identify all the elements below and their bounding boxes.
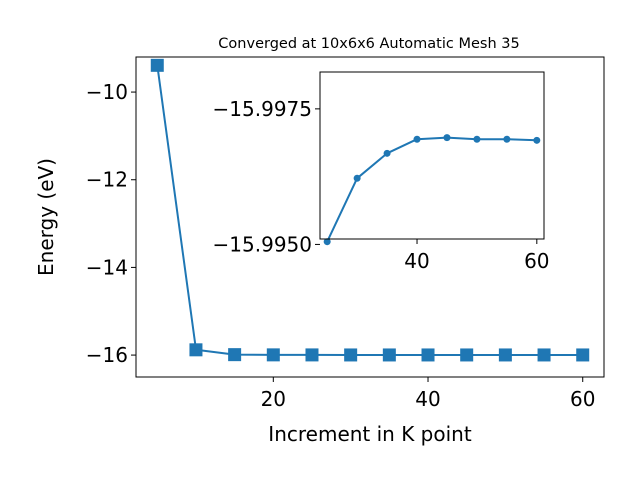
- main-data-point: [421, 348, 435, 362]
- main-data-point: [498, 348, 512, 362]
- main-series: [150, 58, 590, 362]
- inset-data-point: [443, 134, 451, 142]
- inset-plot: 40 60 −15.9975 −15.9950: [213, 71, 550, 273]
- main-data-point: [460, 348, 474, 362]
- inset-y-ticks: −15.9975 −15.9950: [213, 97, 320, 256]
- inset-x-tick-label: 40: [404, 249, 429, 273]
- main-plot: 20 40 60 −16 −14 −12 −10: [86, 56, 605, 411]
- inset-x-tick-label: 60: [524, 249, 549, 273]
- main-plot-frame: [135, 56, 605, 378]
- main-data-point: [228, 348, 242, 362]
- inset-data-point: [413, 135, 421, 143]
- y-axis-label: Energy (eV): [34, 158, 58, 276]
- inset-y-tick-label: −15.9950: [213, 232, 312, 256]
- main-data-point: [189, 343, 203, 357]
- inset-data-point: [533, 136, 541, 144]
- main-y-ticks: −16 −14 −12 −10: [86, 80, 136, 367]
- main-y-tick-label: −14: [86, 255, 128, 279]
- main-x-tick-label: 60: [570, 387, 595, 411]
- inset-frame: [319, 71, 545, 240]
- main-data-point: [266, 348, 280, 362]
- main-y-tick-label: −10: [86, 80, 128, 104]
- main-data-point: [537, 348, 551, 362]
- inset-background: [320, 72, 544, 239]
- main-data-point: [576, 348, 590, 362]
- main-x-tick-label: 20: [261, 387, 286, 411]
- main-x-ticks: 20 40 60: [261, 377, 595, 411]
- main-data-point: [382, 348, 396, 362]
- main-data-point: [150, 58, 164, 72]
- inset-series-line: [326, 136, 537, 243]
- inset-series: [323, 134, 541, 246]
- inset-data-point: [383, 149, 391, 157]
- inset-data-point: [473, 135, 481, 143]
- main-y-tick-label: −16: [86, 343, 128, 367]
- inset-y-tick-label: −15.9975: [213, 97, 312, 121]
- inset-data-point: [323, 238, 331, 246]
- main-y-tick-label: −12: [86, 168, 128, 192]
- main-data-point: [344, 348, 358, 362]
- main-data-point: [305, 348, 319, 362]
- x-axis-label: Increment in K point: [268, 422, 472, 446]
- inset-data-point: [503, 135, 511, 143]
- main-x-tick-label: 40: [415, 387, 440, 411]
- chart-title: Converged at 10x6x6 Automatic Mesh 35: [218, 36, 519, 52]
- inset-data-point: [353, 174, 361, 182]
- inset-x-ticks: 40 60: [404, 239, 550, 273]
